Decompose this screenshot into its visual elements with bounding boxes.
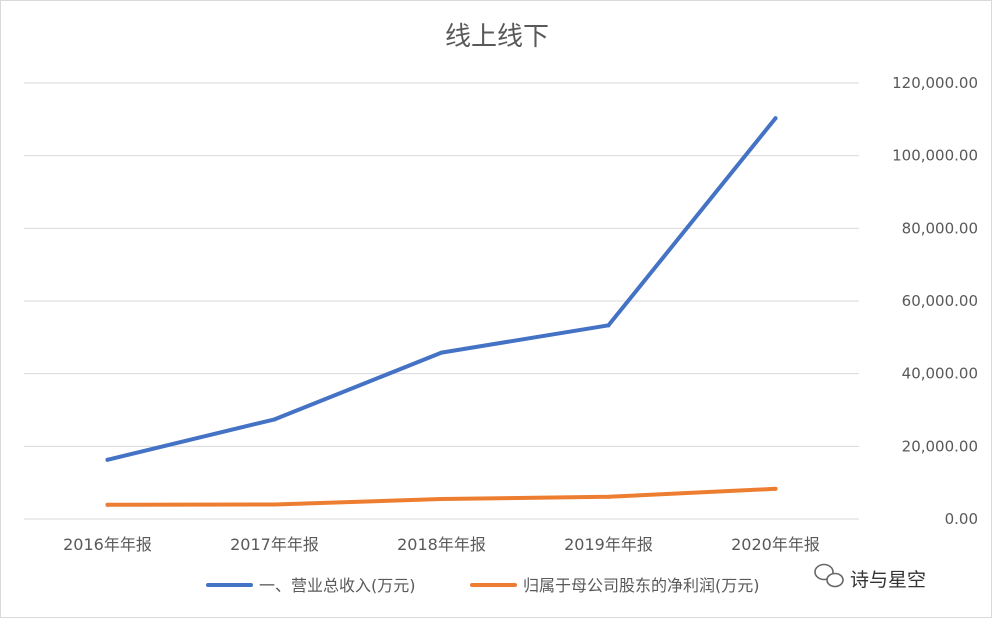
x-tick-label: 2017年年报	[230, 535, 319, 554]
data-point	[773, 116, 778, 121]
legend: 一、营业总收入(万元) 归属于母公司股东的净利润(万元)	[206, 576, 760, 595]
y-tick-label: 0.00	[945, 510, 978, 528]
y-axis-ticks: 0.00 20,000.00 40,000.00 60,000.00 80,000.00…	[892, 74, 978, 528]
data-point	[606, 323, 611, 328]
data-point	[439, 497, 444, 502]
data-point	[272, 502, 277, 507]
x-tick-label: 2018年年报	[397, 535, 486, 554]
x-axis-ticks: 2016年年报 2017年年报 2018年年报 2019年年报 2020年年报	[63, 535, 820, 554]
data-point	[105, 457, 110, 462]
data-point	[606, 494, 611, 499]
watermark: 诗与星空	[814, 563, 926, 591]
y-tick-label: 120,000.00	[892, 74, 978, 92]
y-tick-label: 40,000.00	[902, 365, 978, 383]
x-tick-label: 2019年年报	[564, 535, 653, 554]
watermark-text: 诗与星空	[850, 569, 926, 591]
x-tick-label: 2016年年报	[63, 535, 152, 554]
net-profit-line	[105, 486, 778, 507]
y-tick-label: 60,000.00	[902, 292, 978, 310]
data-point	[272, 417, 277, 422]
legend-label-revenue: 一、营业总收入(万元)	[259, 576, 416, 595]
series-lines	[105, 116, 778, 507]
chart-title: 线上线下	[445, 22, 549, 52]
data-point	[439, 350, 444, 355]
x-tick-label: 2020年年报	[731, 535, 820, 554]
gridlines	[24, 82, 859, 520]
data-point	[773, 486, 778, 491]
y-tick-label: 20,000.00	[902, 437, 978, 455]
y-tick-label: 100,000.00	[892, 147, 978, 165]
legend-label-net-profit: 归属于母公司股东的净利润(万元)	[523, 576, 760, 595]
revenue-line	[105, 116, 778, 462]
data-point	[105, 502, 110, 507]
wechat-icon	[814, 563, 844, 588]
y-tick-label: 80,000.00	[902, 219, 978, 237]
